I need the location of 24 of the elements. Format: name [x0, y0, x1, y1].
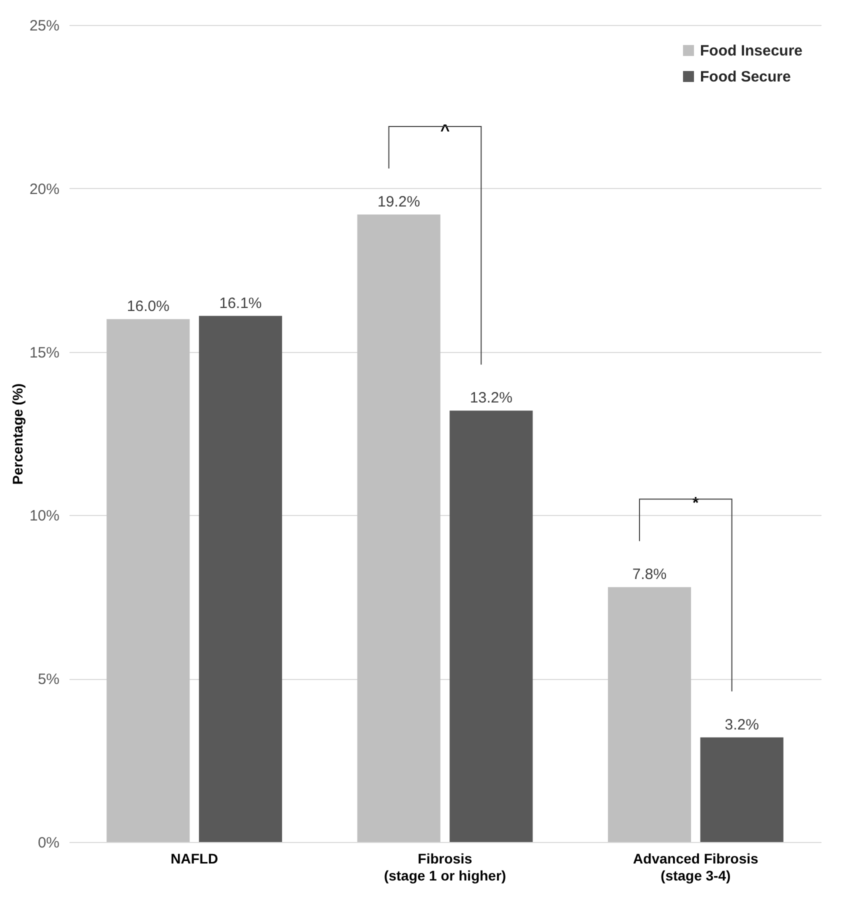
y-tick-label: 15% — [29, 344, 60, 362]
y-tick-label: 5% — [38, 671, 60, 688]
y-tick-label: 0% — [38, 834, 60, 852]
bar — [608, 587, 692, 842]
y-axis-title: Percentage (%) — [9, 383, 26, 485]
bar — [357, 214, 440, 842]
legend-label: Food Secure — [700, 68, 791, 86]
x-tick-label: Advanced Fibrosis (stage 3-4) — [633, 850, 759, 884]
x-tick-label: NAFLD — [170, 850, 218, 866]
x-tick-label: Fibrosis (stage 1 or higher) — [384, 850, 506, 884]
data-label: 19.2% — [378, 194, 420, 211]
y-tick-label: 20% — [29, 180, 60, 198]
bar — [700, 737, 784, 842]
y-tick-label: 10% — [29, 508, 60, 525]
data-label: 16.0% — [126, 298, 170, 316]
bar — [198, 316, 282, 842]
data-label: 13.2% — [470, 390, 512, 407]
data-label: 16.1% — [219, 294, 262, 312]
data-label: 3.2% — [724, 716, 759, 734]
bar — [106, 319, 190, 842]
legend-label: Food Insecure — [700, 42, 803, 60]
y-tick-label: 25% — [29, 18, 60, 34]
data-label: 7.8% — [632, 566, 667, 584]
bar — [450, 410, 533, 842]
